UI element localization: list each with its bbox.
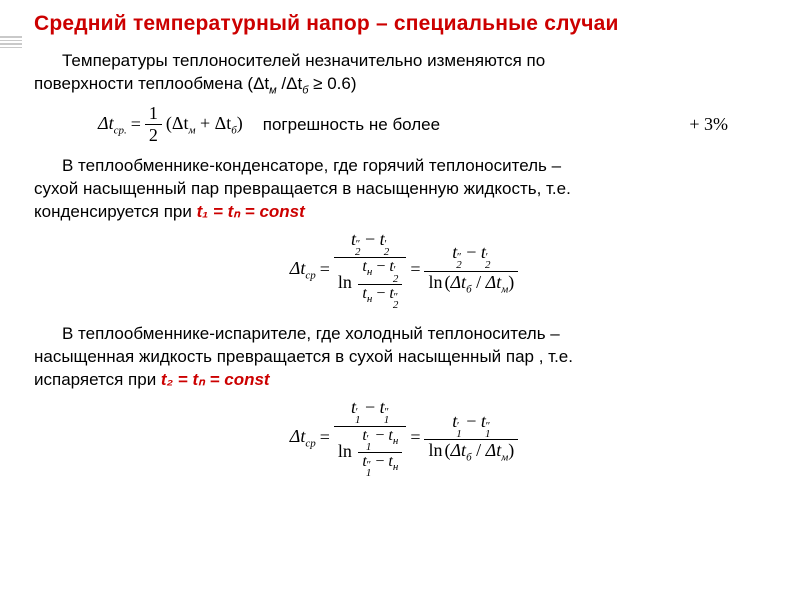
slide-title: Средний температурный напор – специальны… (34, 12, 774, 36)
paragraph-3: В теплообменнике-испарителе, где холодны… (34, 323, 774, 392)
p2-formula: t₁ = tₙ = const (197, 202, 305, 221)
equation-1: Δtср. = 1 2 (Δtм + Δtб) погрешность не б… (98, 104, 774, 145)
p1-line1: Температуры теплоносителей незначительно… (62, 51, 545, 70)
eq1-percent: + 3% (689, 114, 728, 135)
slide-decoration (0, 36, 22, 48)
paragraph-1: Температуры теплоносителей незначительно… (34, 50, 774, 98)
eq1-note: погрешность не более (263, 115, 440, 135)
p3-formula: t₂ = tₙ = const (161, 370, 270, 389)
equation-2: Δtср = t″2 − t′2 ln tн − t′2 tн − t″2 = … (34, 230, 774, 310)
equation-3: Δtср = t′1 − t″1 ln t′1 − tн t″1 − tн = … (34, 398, 774, 478)
paragraph-2: В теплообменнике-конденсаторе, где горяч… (34, 155, 774, 224)
p1-line2: поверхности теплообмена (Δtм /Δtб ≥ 0.6) (34, 74, 357, 93)
